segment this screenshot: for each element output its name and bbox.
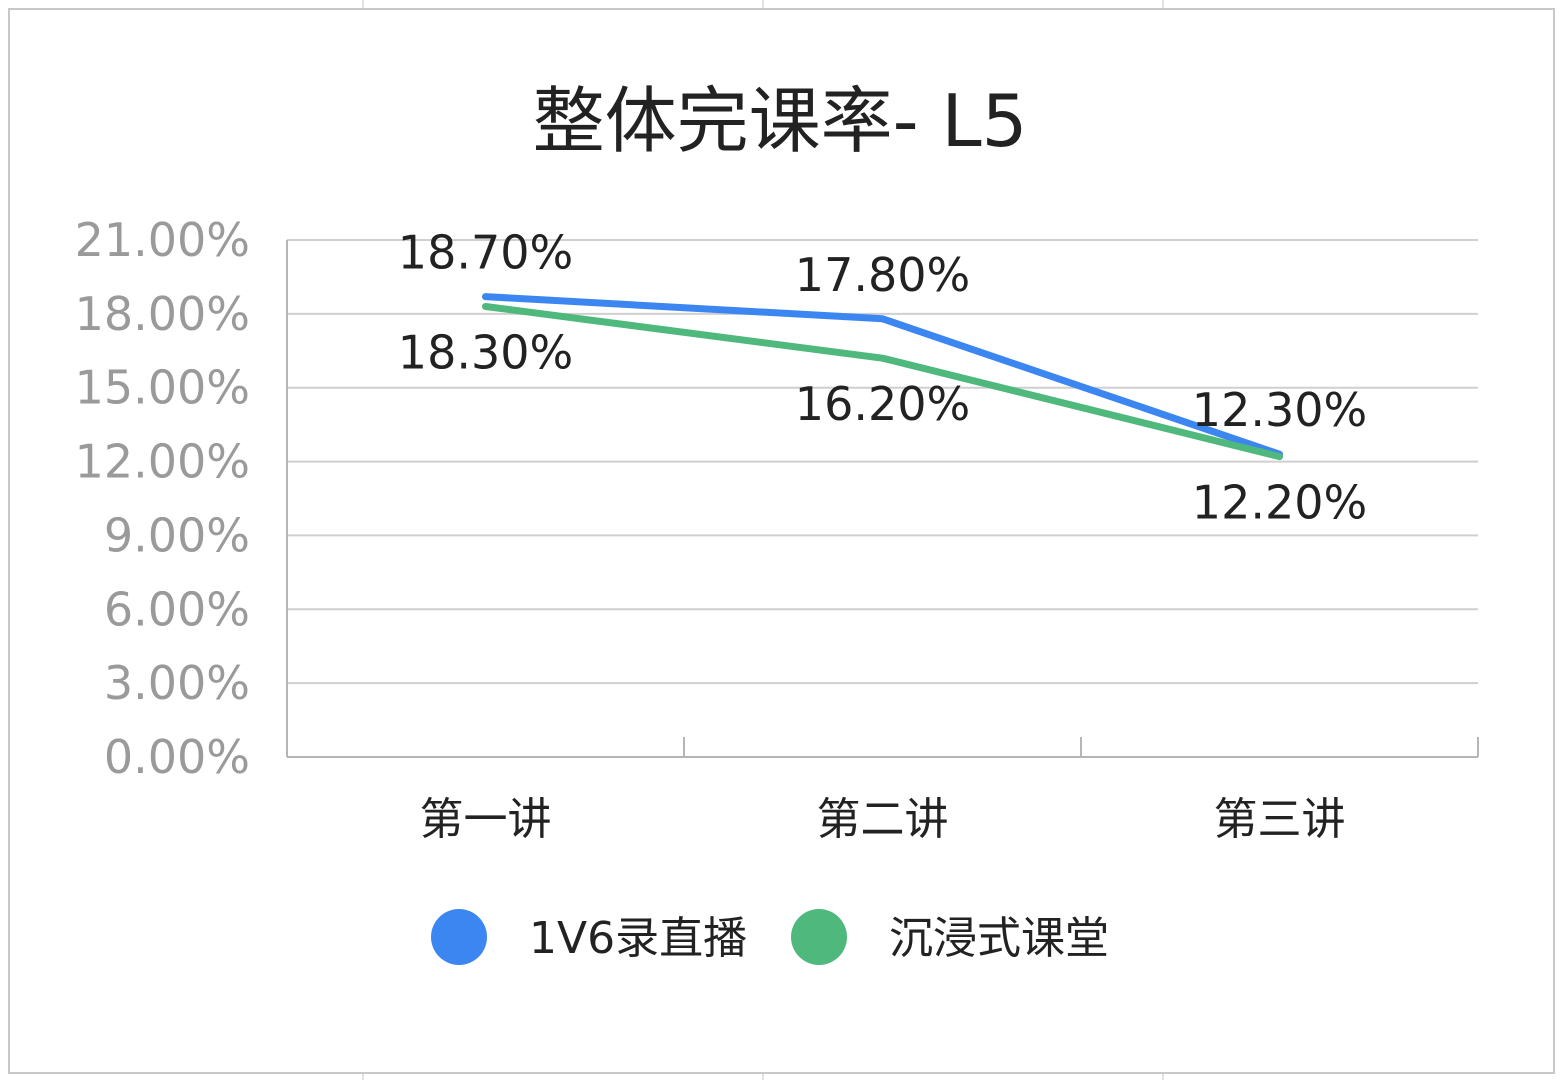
x-axis: 第一讲 第二讲 第三讲 bbox=[420, 737, 1479, 845]
y-tick-label: 0.00% bbox=[104, 730, 250, 784]
data-label: 12.30% bbox=[1192, 383, 1367, 437]
y-tick-label: 21.00% bbox=[75, 213, 250, 267]
y-tick-label: 6.00% bbox=[104, 582, 250, 636]
legend-marker bbox=[791, 909, 847, 965]
chart-title: 整体完课率- L5 bbox=[533, 79, 1028, 163]
legend-marker bbox=[431, 909, 487, 965]
data-label: 16.20% bbox=[795, 377, 970, 431]
series-line-2[interactable] bbox=[482, 302, 1283, 461]
y-tick-label: 12.00% bbox=[75, 435, 250, 489]
y-tick-label: 15.00% bbox=[75, 361, 250, 415]
legend[interactable]: 1V6录直播 沉浸式课堂 bbox=[431, 909, 1109, 965]
series-lines bbox=[482, 293, 1283, 461]
chart-frame[interactable] bbox=[8, 8, 1555, 1074]
gridlines bbox=[287, 239, 1478, 758]
y-tick-label: 18.00% bbox=[75, 287, 250, 341]
data-labels: 18.70% 17.80% 12.30% 18.30% 16.20% 12.20% bbox=[398, 226, 1367, 530]
series-line-1[interactable] bbox=[482, 293, 1283, 458]
x-tick-label: 第三讲 bbox=[1214, 794, 1346, 845]
x-tick-label: 第二讲 bbox=[817, 794, 949, 845]
legend-label: 1V6录直播 bbox=[529, 913, 747, 964]
data-label: 17.80% bbox=[795, 248, 970, 302]
x-tick-label: 第一讲 bbox=[420, 794, 552, 845]
y-tick-label: 9.00% bbox=[104, 508, 250, 562]
y-axis: 0.00% 3.00% 6.00% 9.00% 12.00% 15.00% 18.00% 21… bbox=[75, 213, 288, 784]
data-label: 18.30% bbox=[398, 325, 573, 379]
data-label: 12.20% bbox=[1192, 476, 1367, 530]
legend-label: 沉浸式课堂 bbox=[889, 913, 1109, 964]
y-tick-label: 3.00% bbox=[104, 656, 250, 710]
data-label: 18.70% bbox=[398, 226, 573, 280]
